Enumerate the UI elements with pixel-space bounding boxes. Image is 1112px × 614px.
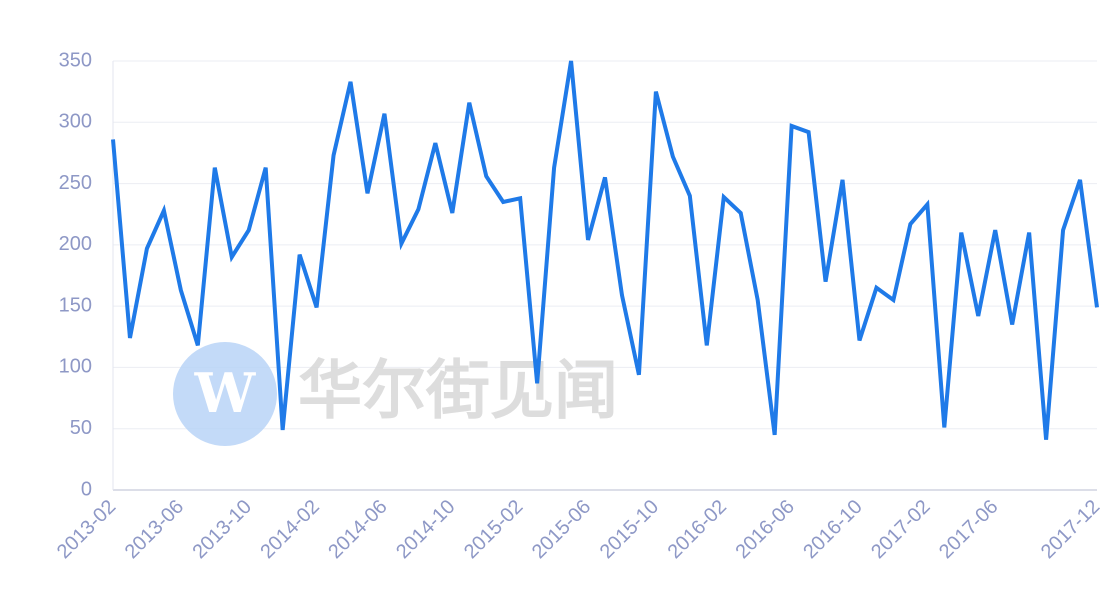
y-tick-label: 300	[59, 111, 92, 133]
x-tick-label: 2017-06	[935, 496, 1002, 563]
x-tick-label: 2014-10	[392, 496, 459, 563]
y-tick-label: 0	[81, 478, 92, 500]
x-tick-label: 2016-06	[731, 496, 798, 563]
y-tick-label: 350	[59, 49, 92, 71]
watermark: W 华尔街见闻	[173, 342, 618, 446]
x-tick-label: 2013-02	[53, 496, 120, 563]
data-line	[111, 60, 1099, 440]
x-tick-label: 2013-10	[189, 496, 256, 563]
watermark-logo	[173, 342, 277, 446]
y-tick-label: 150	[59, 294, 92, 316]
watermark-logo-letter: W	[194, 361, 257, 425]
y-tick-label: 100	[59, 356, 92, 378]
x-tick-label: 2014-02	[256, 496, 323, 563]
y-tick-label: 250	[59, 172, 92, 194]
x-tick-label: 2015-10	[596, 496, 663, 563]
y-tick-label: 50	[70, 417, 92, 439]
x-tick-label: 2014-06	[324, 496, 391, 563]
x-tick-label: 2017-12	[1037, 496, 1104, 563]
x-tick-label: 2013-06	[121, 496, 188, 563]
x-tick-label: 2015-06	[528, 496, 595, 563]
x-tick-label: 2016-02	[664, 496, 731, 563]
y-tick-label: 200	[59, 233, 92, 255]
watermark-text: 华尔街见闻	[298, 354, 618, 429]
x-tick-label: 2015-02	[460, 496, 527, 563]
x-tick-label: 2017-02	[867, 496, 934, 563]
x-tick-label: 2016-10	[799, 496, 866, 563]
